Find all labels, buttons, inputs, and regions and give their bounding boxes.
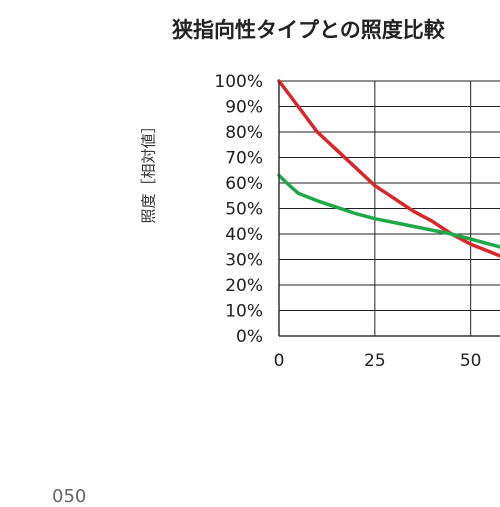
- series-line-1: [277, 79, 500, 258]
- x-tick-label: 50: [460, 351, 482, 371]
- series-layer: [277, 79, 500, 258]
- chart-title: 狭指向性タイプとの照度比較: [172, 18, 445, 42]
- y-tick-label: 100%: [214, 72, 263, 92]
- bottom-cropped-text: 050: [52, 486, 87, 507]
- y-tick-label: 30%: [225, 251, 263, 271]
- x-tick-label: 0: [274, 351, 285, 371]
- y-tick-label: 20%: [225, 276, 263, 296]
- y-tick-label: 80%: [225, 123, 263, 143]
- grid: [279, 80, 500, 336]
- y-tick-label: 90%: [225, 98, 263, 118]
- y-tick-label: 70%: [225, 149, 263, 169]
- y-tick-label: 0%: [236, 327, 263, 347]
- tick-labels: 0% 10% 20% 30% 40% 50% 60% 70% 80% 90% 100% 0 25 50: [214, 72, 481, 371]
- series-line-2: [277, 173, 500, 249]
- y-tick-label: 10%: [225, 302, 263, 322]
- y-tick-label: 60%: [225, 174, 263, 194]
- axes: [278, 81, 500, 337]
- x-tick-label: 25: [364, 351, 386, 371]
- y-tick-label: 50%: [225, 200, 263, 220]
- y-tick-label: 40%: [225, 225, 263, 245]
